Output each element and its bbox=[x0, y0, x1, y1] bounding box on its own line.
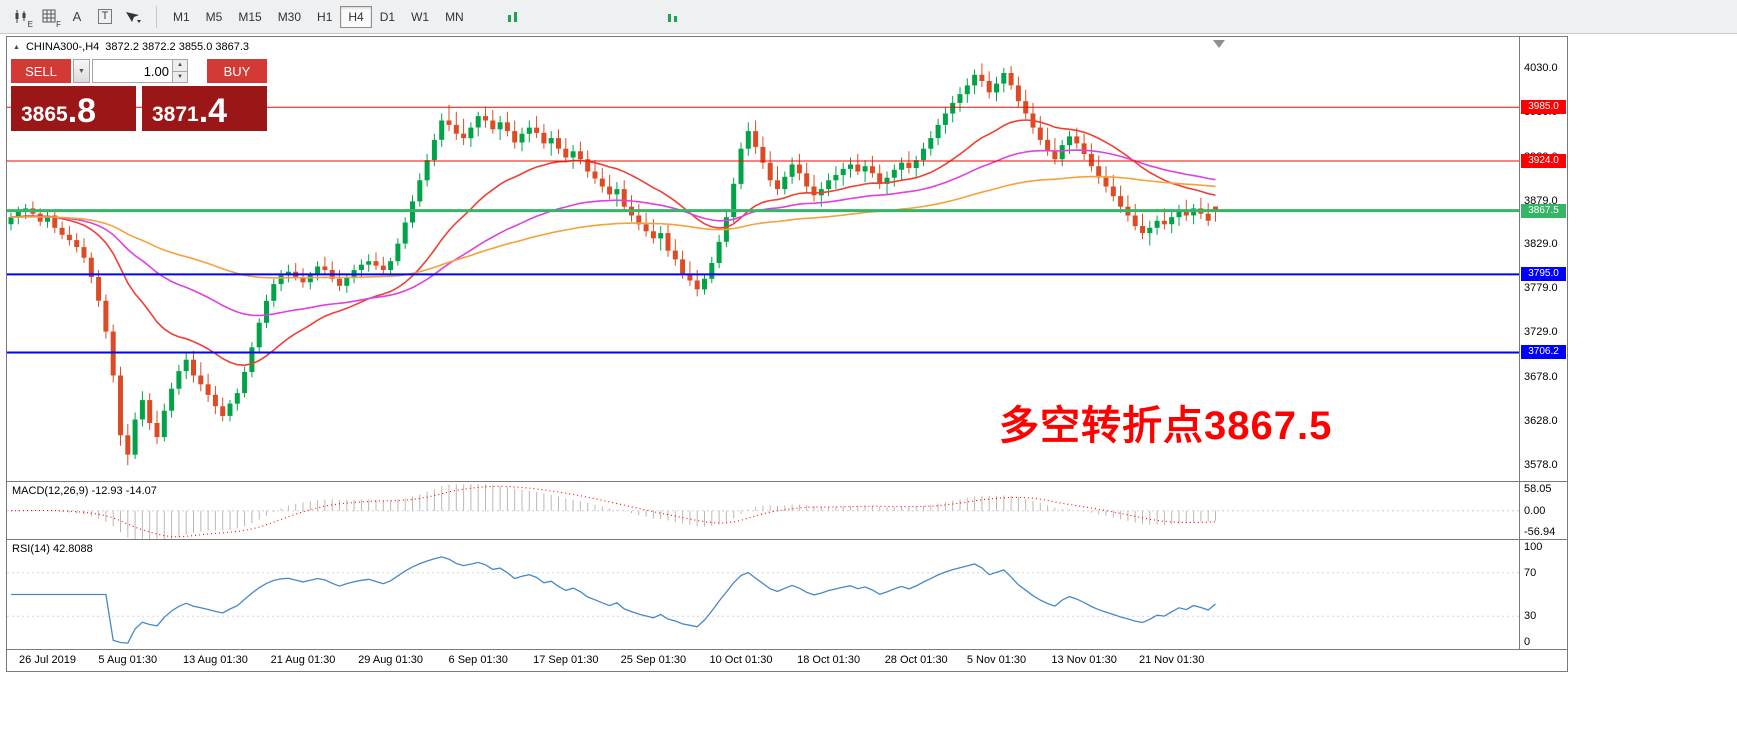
time-tick-label: 18 Oct 01:30 bbox=[797, 654, 861, 666]
macd-tick-label: -56.94 bbox=[1524, 526, 1556, 538]
rsi-label: RSI(14) 42.8088 bbox=[12, 543, 93, 555]
macd-axis[interactable]: 58.05 0.00 -56.94 bbox=[1519, 481, 1567, 539]
one-click-trade-panel: SELL ▼ ▲ ▼ BUY 3865 .8 bbox=[11, 59, 267, 131]
toolbar-separator bbox=[156, 5, 157, 28]
price-tick-label: 3628.0 bbox=[1524, 415, 1558, 428]
bid-fraction: .8 bbox=[67, 92, 97, 131]
spinner-up-icon[interactable]: ▲ bbox=[173, 60, 187, 72]
collapse-triangle-icon[interactable]: ▲ bbox=[13, 43, 20, 51]
macd-plot bbox=[7, 483, 1519, 539]
candlestick-glyph bbox=[15, 9, 26, 23]
chart-annotation: 多空转折点3867.5 bbox=[999, 404, 1333, 448]
hline-price-tag: 3867.5 bbox=[1521, 203, 1566, 218]
chart-window: ▲ CHINA300-,H4 3872.2 3872.2 3855.0 3867… bbox=[6, 36, 1568, 672]
mini-chart-icon-2[interactable] bbox=[660, 5, 686, 29]
mini-chart-icon-1[interactable] bbox=[500, 5, 526, 29]
buy-button[interactable]: BUY bbox=[207, 59, 267, 83]
price-tick-label: 3578.0 bbox=[1524, 459, 1558, 472]
timeframe-m30[interactable]: M30 bbox=[277, 9, 302, 24]
rsi-tick-label: 0 bbox=[1524, 636, 1531, 648]
rsi-panel[interactable]: RSI(14) 42.8088 bbox=[7, 539, 1519, 649]
mini-green-glyph bbox=[667, 13, 677, 22]
timeframe-h1[interactable]: H1 bbox=[317, 9, 333, 24]
ask-main: 3871 bbox=[152, 102, 199, 126]
cursor-dropdown-icon[interactable] bbox=[120, 5, 146, 29]
text-tool-icon[interactable]: A bbox=[72, 9, 82, 24]
rsi-tick-label: 100 bbox=[1524, 541, 1543, 553]
label-tool-letter: T bbox=[97, 9, 113, 24]
hline-price-tag: 3985.0 bbox=[1521, 100, 1566, 115]
symbol-title: CHINA300-,H4 bbox=[25, 41, 100, 53]
time-tick-label: 13 Aug 01:30 bbox=[182, 654, 248, 666]
grid-icon[interactable]: F bbox=[36, 5, 62, 29]
ask-price-box[interactable]: 3871 .4 bbox=[142, 86, 267, 131]
price-tick-label: 3829.0 bbox=[1524, 238, 1558, 251]
rsi-axis[interactable]: 100 70 30 0 bbox=[1519, 539, 1567, 649]
ask-fraction: .4 bbox=[198, 92, 228, 131]
time-tick-label: 13 Nov 01:30 bbox=[1051, 654, 1117, 666]
time-tick-label: 29 Aug 01:30 bbox=[358, 654, 424, 666]
price-tick-label: 3879.0 bbox=[1524, 194, 1558, 207]
macd-tick-label: 58.05 bbox=[1524, 483, 1552, 495]
timeframe-m5[interactable]: M5 bbox=[205, 9, 223, 24]
price-tick-label: 3729.0 bbox=[1524, 326, 1558, 339]
ohlc-values: 3872.2 3872.2 3855.0 3867.3 bbox=[105, 41, 250, 53]
sell-button[interactable]: SELL bbox=[11, 59, 71, 83]
price-axis[interactable]: 4030.03980.03929.03879.03829.03779.03729… bbox=[1519, 37, 1567, 481]
chart-shift-marker[interactable] bbox=[1213, 40, 1225, 48]
volume-spinner: ▲ ▼ bbox=[172, 60, 187, 82]
price-tick-label: 3779.0 bbox=[1524, 282, 1558, 295]
time-tick-label: 25 Sep 01:30 bbox=[620, 654, 687, 666]
timeframe-mn[interactable]: MN bbox=[445, 9, 464, 24]
hline-price-tag: 3924.0 bbox=[1521, 153, 1566, 168]
hline-price-tag: 3795.0 bbox=[1521, 267, 1566, 282]
price-chart-canvas[interactable]: ▲ CHINA300-,H4 3872.2 3872.2 3855.0 3867… bbox=[7, 37, 1519, 481]
time-tick-label: 5 Nov 01:30 bbox=[966, 654, 1027, 666]
timeframe-w1[interactable]: W1 bbox=[411, 9, 430, 24]
macd-panel[interactable]: MACD(12,26,9) -12.93 -14.07 bbox=[7, 481, 1519, 539]
macd-tick-label: 0.00 bbox=[1524, 504, 1546, 517]
time-tick-label: 17 Sep 01:30 bbox=[533, 654, 599, 666]
rsi-tick-label: 70 bbox=[1524, 566, 1537, 579]
timeframe-m1[interactable]: M1 bbox=[173, 9, 190, 24]
volume-dropdown-button[interactable]: ▼ bbox=[73, 59, 90, 83]
label-tool-icon[interactable]: T bbox=[92, 5, 118, 29]
cursor-glyph bbox=[126, 11, 141, 23]
candlestick-chart-icon[interactable]: E bbox=[8, 5, 34, 29]
time-axis[interactable]: 26 Jul 2019 5 Aug 01:30 13 Aug 01:30 21 Aug… bbox=[7, 649, 1567, 671]
time-tick-label: 21 Nov 01:30 bbox=[1138, 654, 1205, 666]
time-tick-label: 6 Sep 01:30 bbox=[448, 654, 508, 666]
top-toolbar: E F A T M1 M5 M15 M30 H1 H4 D1 W1 MN bbox=[0, 0, 1737, 34]
mini-green-glyph bbox=[507, 11, 517, 22]
time-tick-label: 28 Oct 01:30 bbox=[884, 654, 948, 666]
hline-price-tag: 3706.2 bbox=[1521, 345, 1566, 360]
volume-field-wrap: ▲ ▼ bbox=[92, 59, 188, 83]
rsi-tick-label: 30 bbox=[1524, 610, 1537, 623]
bid-price-box[interactable]: 3865 .8 bbox=[11, 86, 136, 131]
time-tick-label: 21 Aug 01:30 bbox=[270, 654, 336, 666]
grid-glyph bbox=[42, 9, 55, 23]
price-tick-label: 3678.0 bbox=[1524, 371, 1558, 384]
volume-input[interactable] bbox=[93, 60, 187, 82]
timeframe-d1[interactable]: D1 bbox=[379, 9, 396, 24]
macd-label: MACD(12,26,9) -12.93 -14.07 bbox=[12, 485, 157, 497]
time-tick-label: 5 Aug 01:30 bbox=[98, 654, 158, 666]
timeframe-buttons: M1 M5 M15 M30 H1 H4 D1 W1 MN bbox=[165, 5, 472, 28]
price-tick-label: 4030.0 bbox=[1524, 61, 1558, 74]
spinner-down-icon[interactable]: ▼ bbox=[173, 71, 187, 82]
candlestick-plot bbox=[7, 63, 1519, 466]
timeframe-h4[interactable]: H4 bbox=[340, 5, 372, 28]
time-tick-label: 26 Jul 2019 bbox=[19, 654, 76, 666]
chart-header: ▲ CHINA300-,H4 3872.2 3872.2 3855.0 3867… bbox=[13, 41, 249, 53]
bid-main: 3865 bbox=[21, 102, 68, 126]
time-tick-label: 10 Oct 01:30 bbox=[709, 654, 773, 666]
icon-badge-e: E bbox=[27, 19, 33, 29]
timeframe-m15[interactable]: M15 bbox=[238, 9, 262, 24]
icon-badge-f: F bbox=[56, 19, 61, 29]
rsi-plot bbox=[7, 556, 1519, 644]
